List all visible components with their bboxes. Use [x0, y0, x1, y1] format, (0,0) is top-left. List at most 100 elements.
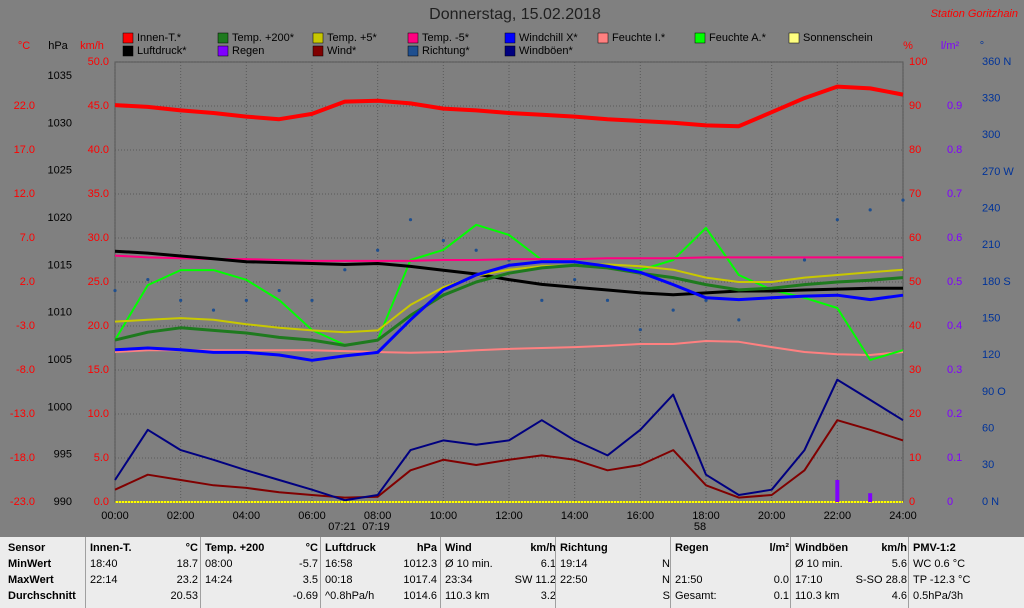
x-tick-label: 02:00 [167, 510, 195, 522]
cell: 4.6 [891, 590, 907, 602]
y-tick-label: 1020 [48, 212, 72, 224]
y-tick-label: 60 [982, 423, 994, 435]
series-line [114, 84, 904, 129]
legend-label: Windchill X* [519, 32, 578, 44]
direction-dot [835, 218, 839, 222]
y-tick-label: -3.0 [16, 320, 35, 332]
cell: N [662, 558, 670, 570]
cell: Ø 10 min. [795, 558, 843, 570]
cell: 00:18 [325, 574, 353, 586]
y-tick-label: 90 O [982, 386, 1006, 398]
y-tick-label: 2.0 [20, 276, 35, 288]
column-unit: km/h [881, 542, 907, 554]
y-tick-label: 0.8 [947, 144, 962, 156]
x-tick-label: 20:00 [758, 510, 786, 522]
y-tick-label: 30 [909, 364, 921, 376]
cell: 22:50 [560, 574, 588, 586]
column-header: Richtung [560, 542, 608, 554]
cell: 6.1 [540, 558, 556, 570]
y-tick-label: 25.0 [88, 276, 109, 288]
column-header: Luftdruck [325, 542, 376, 554]
direction-dot [737, 318, 741, 322]
x-tick-label: 08:00 [364, 510, 392, 522]
column-header: PMV-1:2 [913, 542, 956, 554]
y-tick-label: 990 [54, 496, 72, 508]
cell: 1014.6 [403, 590, 437, 602]
y-tick-label: 120 [982, 349, 1000, 361]
y-tick-label: 50 [909, 276, 921, 288]
cell: 20.53 [170, 590, 198, 602]
legend-label: Richtung* [422, 45, 470, 57]
axis-unit: °C [18, 40, 30, 52]
cell: 14:24 [205, 574, 233, 586]
y-tick-label: -18.0 [10, 452, 35, 464]
y-tick-label: 20 [909, 408, 921, 420]
direction-dot [441, 238, 445, 243]
legend-label: Temp. -5* [422, 32, 470, 44]
legend-label: Sonnenschein [803, 32, 873, 44]
y-tick-label: 60 [909, 232, 921, 244]
y-tick-label: 1000 [48, 401, 72, 413]
cell: 08:00 [205, 558, 233, 570]
legend-swatch [407, 32, 419, 44]
cell: N [662, 574, 670, 586]
legend-swatch [312, 32, 324, 44]
x-tick-label: 12:00 [495, 510, 523, 522]
column-separator [200, 537, 201, 608]
direction-dot [113, 288, 117, 293]
legend-label: Windböen* [519, 45, 574, 57]
legend-label: Feuchte I.* [612, 32, 666, 44]
y-tick-label: 30.0 [88, 232, 109, 244]
y-tick-label: 0.5 [947, 276, 962, 288]
y-tick-label: 35.0 [88, 188, 109, 200]
y-tick-label: 7.0 [20, 232, 35, 244]
column-unit: l/m² [769, 542, 789, 554]
y-tick-label: 20.0 [88, 320, 109, 332]
cell: 1017.4 [403, 574, 437, 586]
legend-swatch [597, 32, 609, 44]
column-separator [440, 537, 441, 608]
y-tick-label: 45.0 [88, 100, 109, 112]
legend-swatch [407, 45, 419, 57]
y-tick-label: 330 [982, 93, 1000, 105]
series-line [114, 378, 904, 502]
direction-dot [540, 298, 544, 302]
y-tick-label: 360 N [982, 56, 1011, 68]
cell: TP -12.3 °C [913, 574, 971, 586]
legend-swatch [122, 45, 134, 57]
cell: -5.7 [299, 558, 318, 570]
legend-swatch [217, 45, 229, 57]
direction-dot [310, 298, 314, 302]
annotation: 07:21 [328, 521, 356, 533]
chart: Donnerstag, 15.02.2018 Station Goritzhai… [9, 6, 1018, 533]
legend-swatch [504, 45, 516, 57]
legend-label: Feuchte A.* [709, 32, 767, 44]
y-tick-label: 10.0 [88, 408, 109, 420]
y-tick-label: 90 [909, 100, 921, 112]
column-unit: hPa [416, 542, 437, 554]
y-tick-label: 17.0 [14, 144, 35, 156]
y-tick-label: 70 [909, 188, 921, 200]
row-label: Durchschnitt [8, 590, 76, 602]
y-tick-label: 180 S [982, 276, 1011, 288]
cell: 1012.3 [403, 558, 437, 570]
rain-bar [835, 480, 840, 502]
cell: SW 11.2 [514, 574, 556, 586]
cell: 16:58 [325, 558, 353, 570]
column-unit: °C [305, 542, 318, 554]
legend-swatch [694, 32, 706, 44]
y-tick-label: 1035 [48, 70, 72, 82]
series-line [114, 249, 903, 297]
y-tick-label: 50.0 [88, 56, 109, 68]
y-tick-label: 100 [909, 56, 927, 68]
legend-label: Wind* [327, 45, 357, 57]
y-tick-label: 0.0 [94, 496, 109, 508]
cell: 23.2 [176, 574, 198, 586]
cell: Ø 10 min. [445, 558, 493, 570]
y-tick-label: 80 [909, 144, 921, 156]
column-header: Regen [675, 542, 709, 554]
cell: -0.69 [292, 590, 318, 602]
cell: 3.5 [302, 574, 318, 586]
y-tick-label: 150 [982, 313, 1000, 325]
cell: 110.3 km [445, 590, 490, 602]
